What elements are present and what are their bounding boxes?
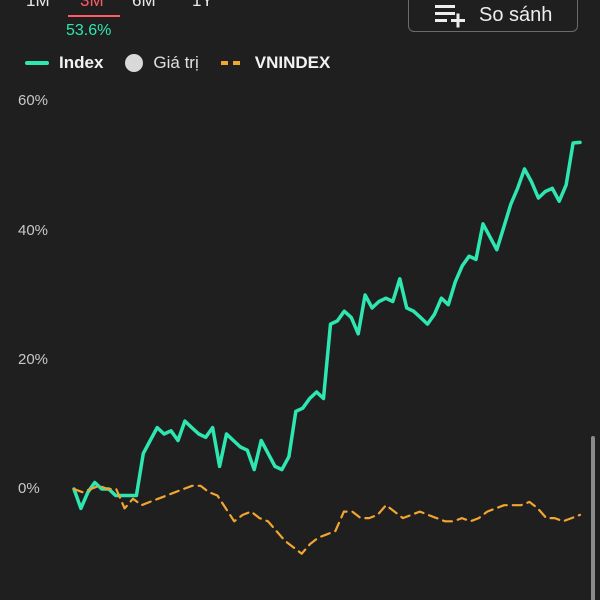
list-add-icon — [435, 5, 465, 28]
active-tab-underline — [68, 15, 120, 17]
compare-button-label: So sánh — [479, 3, 553, 26]
index-line-swatch — [25, 61, 49, 65]
legend-label-value: Giá trị — [153, 53, 199, 72]
chart-legend: Index Giá trị VNINDEX — [25, 53, 352, 73]
legend-label-vnindex: VNINDEX — [254, 53, 331, 72]
compare-button[interactable]: So sánh — [408, 0, 578, 32]
tab-1m[interactable]: 1M — [26, 0, 50, 10]
tab-3m[interactable]: 3M — [80, 0, 104, 10]
legend-item-index[interactable]: Index — [25, 53, 103, 73]
vertical-scrollbar[interactable] — [591, 436, 595, 600]
y-tick-label: 0% — [18, 480, 40, 497]
value-dot-swatch — [125, 54, 144, 72]
index-series-line — [72, 140, 582, 511]
active-tab-return: 53.6% — [66, 22, 112, 39]
y-tick-label: 20% — [18, 351, 49, 368]
legend-item-vnindex[interactable]: VNINDEX — [220, 53, 331, 73]
y-tick-label: 40% — [18, 222, 49, 239]
legend-item-value[interactable]: Giá trị — [125, 53, 199, 73]
legend-label-index: Index — [59, 53, 104, 72]
vnindex-series-line — [72, 484, 582, 555]
y-tick-label: 60% — [18, 92, 49, 109]
vnindex-dash-swatch — [220, 61, 245, 65]
tab-6m[interactable]: 6M — [132, 0, 156, 10]
tab-1y[interactable]: 1Y — [192, 0, 213, 10]
